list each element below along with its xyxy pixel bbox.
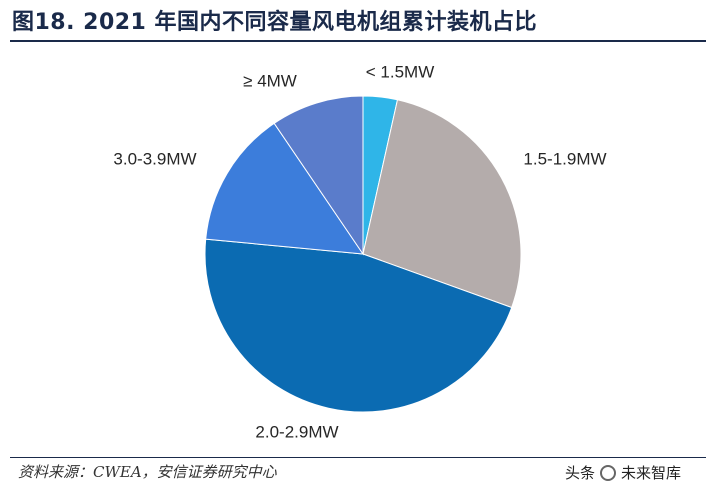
watermark-logo-icon bbox=[600, 464, 617, 481]
watermark-right-text: 未来智库 bbox=[621, 464, 682, 482]
pie-slice bbox=[205, 122, 365, 255]
pie-slice bbox=[204, 238, 513, 413]
slice-label: 1.5-1.9MW bbox=[523, 149, 606, 168]
pie-slice bbox=[362, 99, 522, 309]
pie-slice bbox=[273, 95, 364, 256]
slice-label: 2.0-2.9MW bbox=[255, 422, 338, 441]
source-note: 资料来源：CWEA，安信证券研究中心 bbox=[18, 463, 277, 481]
slice-label: < 1.5MW bbox=[366, 62, 435, 81]
footer-divider bbox=[10, 457, 706, 458]
watermark-left-text: 头条 bbox=[565, 464, 596, 482]
watermark: 头条 未来智库 bbox=[565, 462, 681, 483]
title-divider bbox=[10, 40, 706, 42]
chart-title: 图18. 2021 年国内不同容量风电机组累计装机占比 bbox=[12, 10, 538, 35]
slice-label: ≥ 4MW bbox=[243, 71, 297, 90]
slice-label: 3.0-3.9MW bbox=[113, 149, 196, 168]
